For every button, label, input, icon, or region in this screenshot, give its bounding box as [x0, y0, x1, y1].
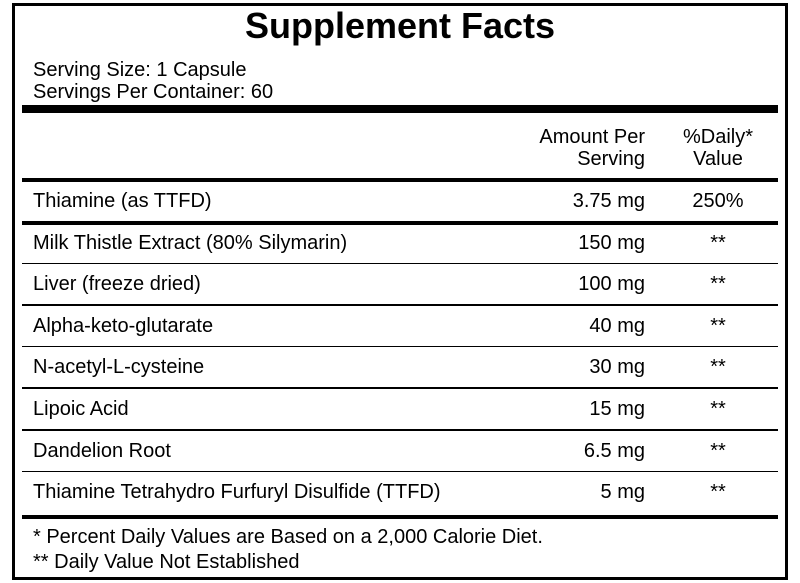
- row-rule: [22, 304, 778, 306]
- daily-value: **: [710, 231, 726, 254]
- label-border: [12, 3, 788, 580]
- row-rule: [22, 429, 778, 431]
- row-rule: [22, 470, 778, 473]
- amount: 5 mg: [600, 481, 645, 504]
- amount: 100 mg: [578, 273, 645, 296]
- serving-size: Serving Size: 1 Capsule: [33, 59, 247, 81]
- column-header: Serving: [577, 148, 645, 170]
- daily-value: **: [710, 398, 726, 420]
- thick-rule: [22, 515, 778, 519]
- daily-value: **: [710, 439, 726, 462]
- amount: 3.75 mg: [572, 190, 645, 212]
- daily-value: **: [710, 273, 726, 296]
- daily-value: 250%: [692, 190, 744, 212]
- thick-rule: [22, 178, 778, 182]
- nutrient-name: Alpha-keto-glutarate: [33, 314, 214, 337]
- amount: 40 mg: [589, 314, 645, 337]
- row-rule: [22, 345, 778, 348]
- nutrient-name: Milk Thistle Extract (80% Silymarin): [33, 231, 348, 254]
- servings-per-container: Servings Per Container: 60: [33, 81, 274, 103]
- title: Supplement Facts: [244, 5, 556, 46]
- daily-value: **: [710, 356, 726, 379]
- nutrient-name: Thiamine (as TTFD): [33, 190, 212, 212]
- amount: 30 mg: [589, 356, 645, 379]
- footnote: ** Daily Value Not Established: [33, 551, 300, 573]
- column-header: Value: [693, 148, 743, 170]
- column-header: Amount Per: [539, 126, 645, 148]
- amount: 150 mg: [578, 231, 645, 254]
- thick-rule: [22, 221, 778, 225]
- daily-value: **: [710, 314, 726, 337]
- nutrient-name: Liver (freeze dried): [33, 273, 201, 296]
- daily-value: **: [710, 481, 726, 504]
- row-rule: [22, 387, 778, 389]
- nutrient-name: N-acetyl-L-cysteine: [33, 356, 205, 379]
- column-header: %Daily*: [682, 126, 754, 148]
- footnote: * Percent Daily Values are Based on a 2,…: [33, 526, 543, 548]
- thick-rule: [22, 105, 778, 113]
- nutrient-name: Dandelion Root: [33, 439, 171, 462]
- row-rule: [22, 262, 778, 265]
- nutrient-name: Lipoic Acid: [33, 398, 129, 420]
- nutrient-name: Thiamine Tetrahydro Furfuryl Disulfide (…: [33, 481, 441, 504]
- amount: 15 mg: [589, 398, 645, 420]
- amount: 6.5 mg: [583, 439, 645, 462]
